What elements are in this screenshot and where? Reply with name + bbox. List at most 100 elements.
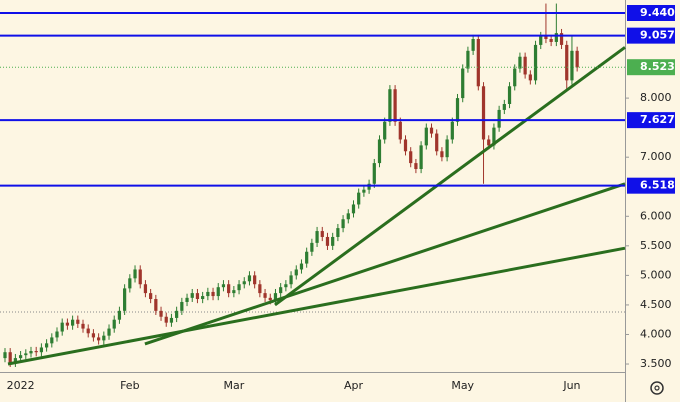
candle-body — [518, 56, 522, 69]
candle-body — [138, 269, 142, 285]
candle-body — [3, 352, 7, 359]
candle-body — [102, 335, 106, 341]
candle-body — [331, 236, 335, 246]
candle-body — [424, 127, 428, 146]
candle-body — [533, 44, 538, 81]
level-box — [627, 27, 675, 44]
last-price-label: 8.523 — [640, 60, 675, 73]
candle-body — [76, 319, 80, 324]
candle-body — [539, 36, 543, 45]
x-tick-label: Apr — [344, 379, 364, 392]
candle-body — [128, 278, 132, 289]
candle-body — [123, 288, 127, 311]
candle-body — [372, 163, 376, 184]
candle-body — [159, 310, 163, 317]
candle-body — [221, 284, 226, 288]
candle-body — [81, 323, 85, 329]
candle-body — [279, 287, 283, 294]
candle-body — [60, 322, 64, 332]
candle-body — [44, 343, 49, 348]
candle-body — [523, 56, 527, 75]
candle-body — [268, 297, 272, 301]
y-tick-label: 5.000 — [640, 268, 672, 281]
candle-body — [273, 293, 278, 301]
candle-body — [310, 242, 314, 252]
candle-body — [461, 68, 465, 99]
candle-body — [206, 291, 210, 297]
candle-body — [455, 98, 460, 122]
candle-body — [476, 39, 480, 87]
candle-body — [237, 284, 241, 291]
candle-body — [112, 319, 116, 329]
candle-body — [341, 219, 345, 229]
candle-body — [149, 293, 153, 300]
y-tick-label: 7.000 — [640, 150, 672, 163]
y-tick-label: 5.500 — [640, 239, 672, 252]
last-price-box — [627, 59, 675, 76]
candle-body — [97, 337, 101, 341]
candle-body — [388, 89, 392, 122]
candle-body — [305, 251, 309, 264]
candle-body — [497, 109, 501, 128]
candle-body — [466, 50, 470, 69]
candle-body — [24, 353, 28, 356]
candle-body — [471, 39, 475, 51]
candle-body — [403, 139, 408, 152]
candle-body — [34, 351, 38, 353]
candle-body — [143, 284, 148, 294]
candle-body — [117, 310, 122, 320]
candle-body — [289, 275, 293, 285]
trendline — [7, 246, 626, 366]
candle-body — [570, 50, 574, 81]
candle-body — [414, 163, 418, 170]
y-tick-label: 4.000 — [640, 327, 672, 340]
candle-body — [346, 213, 350, 220]
candle-body — [575, 50, 579, 68]
x-tick-label: 2022 — [7, 379, 35, 392]
y-tick-label: 6.000 — [640, 209, 672, 222]
candle-body — [502, 104, 506, 110]
candle-body — [554, 33, 558, 42]
candle-body — [107, 328, 111, 336]
x-tick-label: May — [451, 379, 474, 392]
candle-body — [325, 236, 330, 246]
level-box — [627, 5, 675, 22]
level-box — [627, 177, 675, 194]
trendline — [274, 46, 626, 307]
settings-icon[interactable] — [650, 381, 664, 395]
candle-body — [169, 317, 174, 323]
candle-body — [367, 183, 371, 190]
candle-body — [440, 151, 444, 158]
candle-body — [507, 86, 512, 105]
candle-body — [180, 301, 184, 311]
candle-body — [357, 192, 361, 205]
candle-body — [419, 145, 423, 170]
candle-body — [409, 151, 413, 164]
x-tick-label: Feb — [120, 379, 139, 392]
candle-body — [133, 269, 137, 279]
candle-body — [29, 351, 33, 354]
candle-body — [65, 322, 70, 326]
candle-body — [216, 287, 220, 297]
candle-body — [565, 44, 569, 81]
trendline — [144, 182, 626, 346]
y-tick-label: 3.500 — [640, 357, 672, 370]
candle-body — [487, 139, 491, 146]
candle-body — [299, 263, 304, 270]
candle-body — [211, 291, 215, 297]
candle-body — [91, 333, 96, 338]
x-tick-label: Jun — [562, 379, 580, 392]
candle-body — [393, 89, 397, 122]
candle-body — [263, 293, 267, 298]
candle-body — [154, 299, 158, 311]
candle-body — [258, 284, 262, 294]
candle-body — [383, 121, 387, 140]
y-tick-label: 8.000 — [640, 91, 672, 104]
candle-body — [86, 328, 90, 334]
candle-body — [195, 293, 200, 300]
candle-body — [336, 228, 340, 237]
candle-body — [284, 284, 288, 288]
candle-body — [481, 86, 486, 140]
candle-body — [50, 337, 54, 344]
x-tick-label: Mar — [223, 379, 244, 392]
